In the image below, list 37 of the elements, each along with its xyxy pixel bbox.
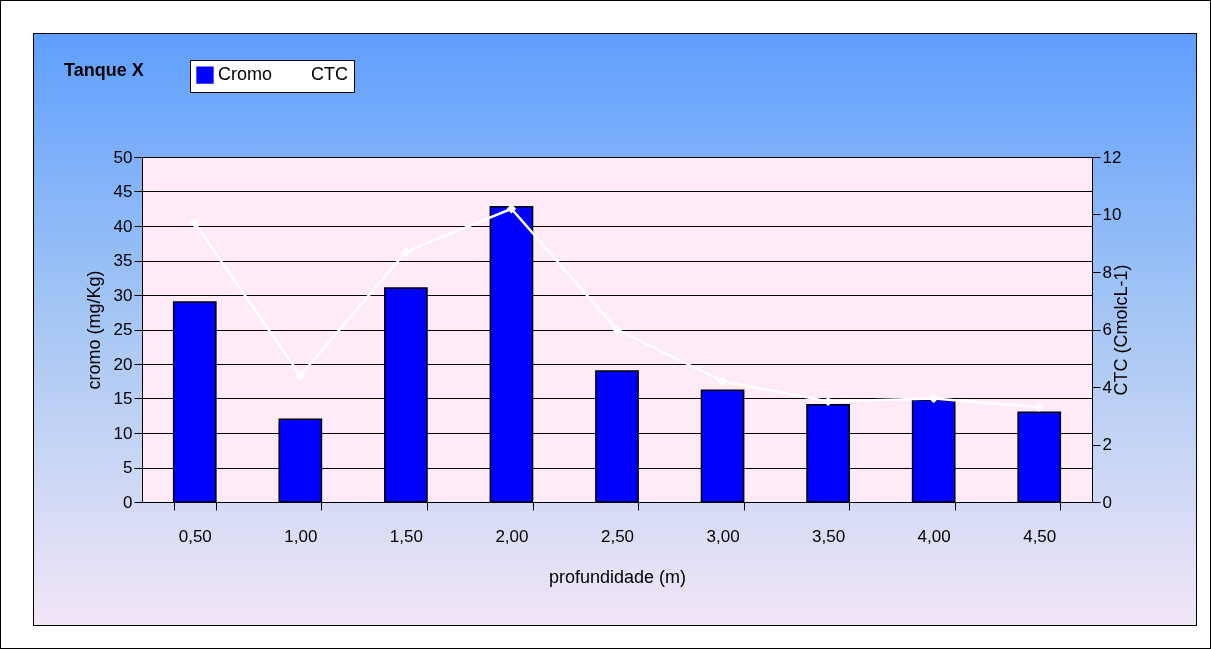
- x-tick-label: 4,50: [1023, 526, 1057, 546]
- y-tick-label: 20: [113, 354, 133, 374]
- x-tick-label: 0,50: [178, 526, 212, 546]
- legend-label: Cromo: [218, 64, 273, 85]
- x-tick-label: 4,00: [917, 526, 951, 546]
- y-tick-label: 45: [113, 182, 133, 201]
- x-tick-label: 1,50: [389, 526, 423, 546]
- y-tick-label: 50: [113, 147, 133, 167]
- y-tick-label: 5: [123, 458, 133, 477]
- point: [612, 324, 622, 335]
- y-tick-label: 30: [113, 285, 133, 305]
- chart-title: Tanque X: [64, 60, 144, 81]
- point: [823, 396, 833, 407]
- y-axis-title: cromo (mg/Kg): [83, 270, 104, 390]
- y2-tick-label: 0: [1102, 492, 1112, 512]
- y2-axis-title: CTC (CmolcL-1): [1111, 264, 1132, 396]
- y2-tick-label: 10: [1102, 205, 1122, 224]
- y2-tick-label: 6: [1102, 320, 1112, 339]
- y-tick-label: 0: [123, 492, 133, 512]
- y2-tick-label: 12: [1102, 147, 1122, 167]
- y-tick-label: 35: [113, 251, 133, 270]
- y2-tick-label: 2: [1102, 435, 1112, 454]
- x-tick-label: 1,00: [284, 526, 318, 546]
- point: [190, 218, 200, 228]
- y-tick-label: 25: [113, 320, 133, 339]
- y2-tick-label: 4: [1102, 377, 1112, 397]
- y-tick-label: 15: [113, 389, 133, 408]
- y-tick-label: 10: [113, 423, 133, 443]
- point: [506, 204, 517, 214]
- y-tick-label: 40: [113, 216, 133, 236]
- x-tick-label: 3,50: [812, 526, 846, 546]
- text: CTC: [311, 64, 348, 85]
- x-tick-label: 2,50: [600, 526, 635, 546]
- x-tick-label: 2,00: [495, 526, 529, 546]
- x-axis-title: profundidade (m): [548, 566, 687, 587]
- x-tick-label: 3,00: [706, 526, 740, 546]
- y2-tick-label: 8: [1102, 262, 1112, 282]
